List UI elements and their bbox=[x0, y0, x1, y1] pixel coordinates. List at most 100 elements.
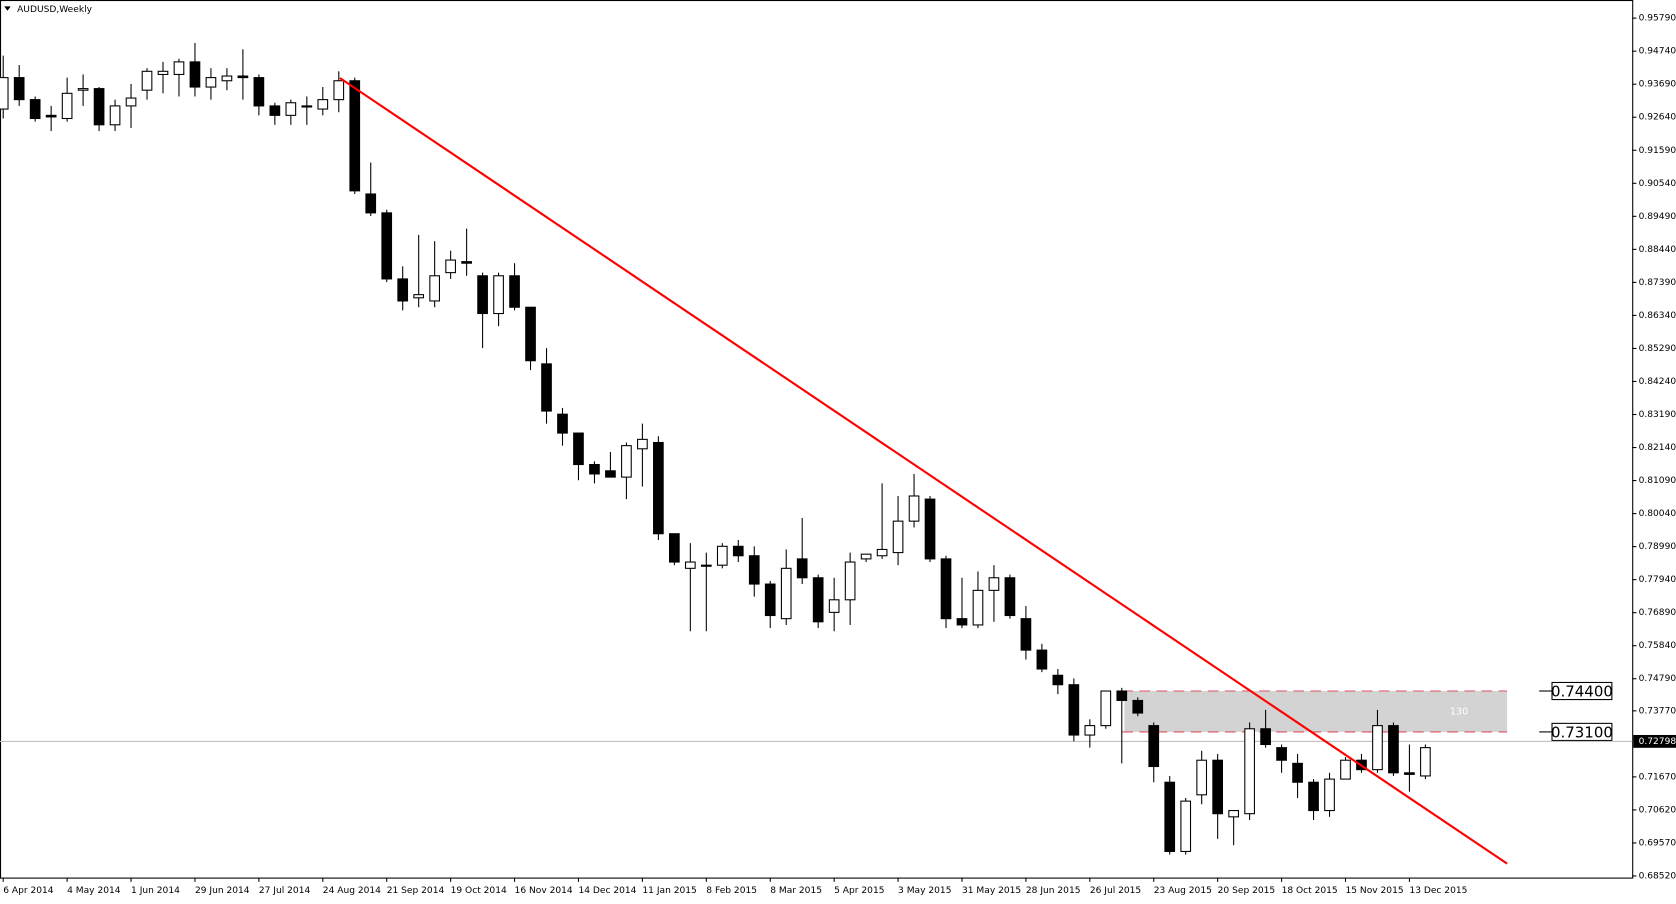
y-tick-label: 0.89490 bbox=[1639, 212, 1676, 222]
x-tick-label: 6 Apr 2014 bbox=[3, 886, 54, 896]
candle-body bbox=[301, 105, 313, 108]
candle-body bbox=[29, 99, 41, 120]
y-tick-label: 0.82140 bbox=[1639, 443, 1676, 453]
candle-body bbox=[125, 97, 137, 107]
x-tick-label: 16 Nov 2014 bbox=[515, 886, 573, 896]
candle-body bbox=[1164, 781, 1176, 852]
y-tick-label: 0.69570 bbox=[1639, 838, 1676, 848]
zone-label: 0.73100 bbox=[1551, 723, 1613, 741]
trendline bbox=[339, 77, 1508, 865]
candle-body bbox=[764, 583, 776, 617]
candle-body bbox=[1148, 725, 1160, 768]
candle-body bbox=[573, 432, 584, 466]
candle-body bbox=[637, 438, 648, 450]
candle-body bbox=[1036, 649, 1048, 670]
candle-body bbox=[349, 80, 361, 192]
candle-body bbox=[93, 88, 105, 126]
x-tick-label: 24 Aug 2014 bbox=[323, 886, 381, 896]
y-tick-label: 0.85290 bbox=[1639, 344, 1676, 354]
y-tick-label: 0.78990 bbox=[1639, 542, 1676, 552]
y-tick-label: 0.81090 bbox=[1639, 476, 1676, 486]
candle-body bbox=[748, 555, 760, 585]
candle-body bbox=[173, 61, 185, 75]
x-tick-label: 27 Jul 2014 bbox=[259, 886, 311, 896]
candle-body bbox=[589, 463, 600, 475]
y-tick-label: 0.91590 bbox=[1639, 146, 1676, 156]
candle-body bbox=[1260, 728, 1271, 746]
candle-body bbox=[1420, 747, 1431, 777]
candle-body bbox=[732, 545, 744, 557]
candle-body bbox=[1292, 762, 1303, 783]
x-tick-label: 3 May 2015 bbox=[898, 886, 951, 896]
candle-body bbox=[924, 498, 936, 560]
candle-body bbox=[141, 70, 153, 91]
x-tick-label: 31 May 2015 bbox=[962, 886, 1021, 896]
zone-label-box bbox=[1551, 681, 1613, 701]
candle-body bbox=[684, 561, 696, 569]
y-tick-label: 0.94740 bbox=[1639, 47, 1676, 57]
candle-body bbox=[1132, 699, 1144, 714]
candle-body bbox=[493, 275, 504, 315]
candle-body bbox=[988, 577, 1000, 591]
y-tick-label: 0.84240 bbox=[1639, 377, 1676, 387]
y-tick-label: 0.70620 bbox=[1639, 805, 1676, 815]
zone-area bbox=[1124, 691, 1508, 732]
candle-body bbox=[1228, 810, 1239, 818]
x-tick-label: 1 Jun 2014 bbox=[131, 886, 180, 896]
candle-body bbox=[1372, 725, 1383, 771]
candle-body bbox=[669, 533, 680, 563]
candle-body bbox=[605, 470, 616, 478]
candle-body bbox=[700, 564, 712, 567]
candle-body bbox=[860, 553, 872, 560]
candle-body bbox=[796, 558, 808, 579]
candle-body bbox=[237, 75, 249, 79]
x-tick-label: 21 Sep 2014 bbox=[387, 886, 445, 896]
candle-body bbox=[1308, 781, 1319, 812]
candle-body bbox=[381, 212, 393, 280]
zone-label: 0.74400 bbox=[1551, 683, 1613, 701]
zone-label-box bbox=[1551, 722, 1613, 741]
x-tick-label: 20 Sep 2015 bbox=[1218, 886, 1276, 896]
candle-body bbox=[1020, 618, 1032, 651]
candle-body bbox=[1180, 800, 1192, 852]
candle-body bbox=[1244, 728, 1255, 815]
y-tick-label: 0.86340 bbox=[1639, 311, 1676, 321]
x-tick-label: 15 Nov 2015 bbox=[1346, 886, 1404, 896]
candle-body bbox=[557, 413, 568, 434]
zone-text: 130 bbox=[1450, 706, 1468, 717]
candle-body bbox=[397, 278, 409, 302]
y-tick-label: 0.71670 bbox=[1639, 772, 1676, 782]
candle-body bbox=[1004, 577, 1016, 617]
candle-body bbox=[157, 70, 169, 75]
x-tick-label: 26 Jul 2015 bbox=[1090, 886, 1141, 896]
candle-body bbox=[876, 548, 888, 557]
x-tick-label: 28 Jun 2015 bbox=[1026, 886, 1081, 896]
current-price-box bbox=[1633, 734, 1676, 748]
x-tick-label: 19 Oct 2014 bbox=[451, 886, 507, 896]
candle-body bbox=[1100, 690, 1112, 727]
candle-body bbox=[45, 114, 57, 118]
y-tick-label: 0.80040 bbox=[1639, 509, 1676, 519]
candle-body bbox=[525, 306, 536, 362]
current-price-label: 0.72798 bbox=[1639, 737, 1676, 747]
candle-body bbox=[1324, 778, 1335, 812]
candle-body bbox=[844, 561, 856, 601]
candle-body bbox=[1388, 725, 1399, 774]
x-tick-label: 29 Jun 2014 bbox=[195, 886, 250, 896]
y-tick-label: 0.76890 bbox=[1639, 608, 1676, 618]
candle-body bbox=[828, 599, 840, 613]
y-tick-label: 0.68520 bbox=[1639, 871, 1676, 881]
candle-body bbox=[189, 61, 201, 88]
candle-body bbox=[780, 567, 792, 620]
x-tick-label: 14 Dec 2014 bbox=[578, 886, 636, 896]
candle-body bbox=[413, 294, 425, 299]
candle-body bbox=[461, 261, 472, 264]
candle-body bbox=[1196, 759, 1208, 796]
candle-body bbox=[1052, 674, 1064, 686]
x-tick-label: 4 May 2014 bbox=[67, 886, 121, 896]
y-tick-label: 0.95790 bbox=[1639, 14, 1676, 24]
y-tick-label: 0.92640 bbox=[1639, 113, 1676, 123]
x-tick-label: 8 Mar 2015 bbox=[770, 886, 822, 896]
menu-arrow[interactable] bbox=[4, 6, 11, 11]
